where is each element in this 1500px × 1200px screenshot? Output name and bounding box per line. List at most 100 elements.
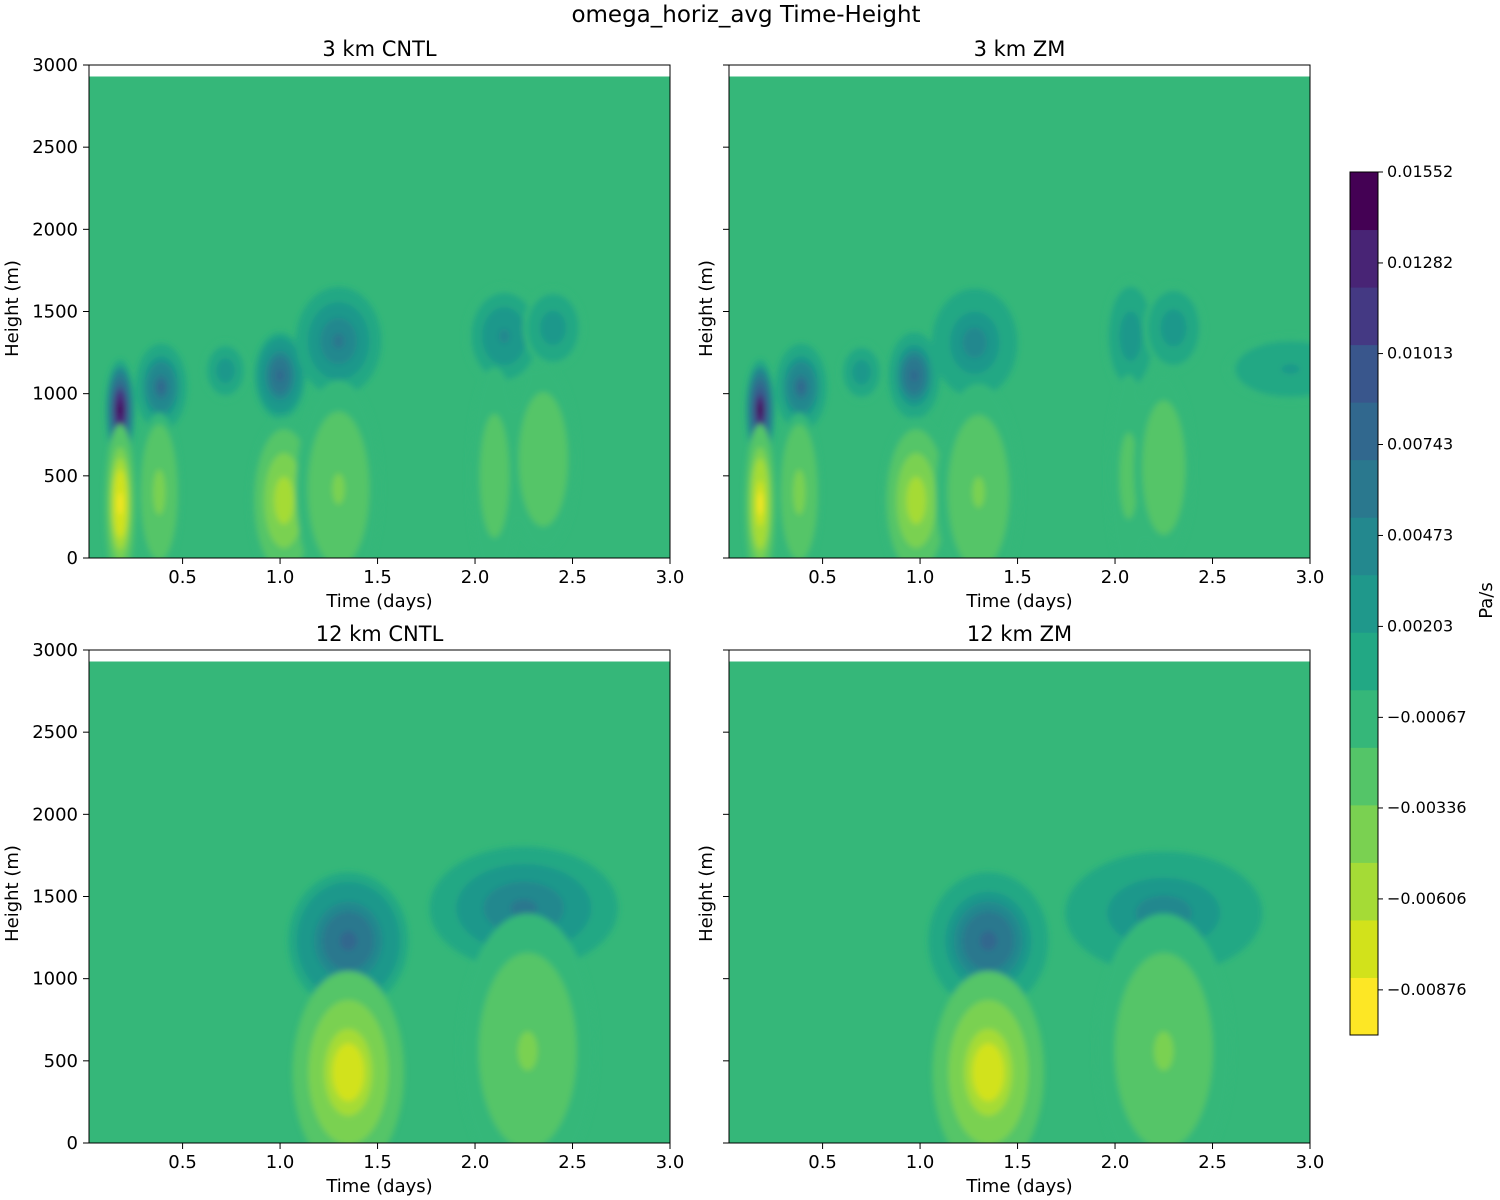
colorbar-segment — [1350, 517, 1378, 576]
field-feature-7 — [1104, 278, 1157, 394]
colorbar-segment — [1350, 287, 1378, 346]
x-tick-label: 0.5 — [168, 567, 197, 588]
x-tick-label: 3.0 — [1296, 567, 1325, 588]
field-feature-3 — [292, 971, 405, 1144]
field-feature-5 — [888, 332, 940, 419]
colorbar-tick-label: 0.00743 — [1387, 435, 1453, 454]
panel-1: 3 km CNTL 0.5 1.0 1.5 2.0 2.5 3.0 0 500 1000 1500 2… — [2, 37, 684, 612]
x-tick-label: 3.0 — [656, 567, 685, 588]
panel-title: 3 km CNTL — [322, 37, 437, 61]
x-tick-label: 2.0 — [1101, 1152, 1130, 1173]
field-features — [288, 846, 619, 1144]
field-feature-1 — [928, 872, 1049, 1010]
colorbar-tick-label: 0.01013 — [1387, 344, 1453, 363]
x-tick-label: 2.5 — [1198, 1152, 1227, 1173]
field-features — [105, 285, 584, 559]
x-tick-label: 1.0 — [906, 1152, 935, 1173]
y-tick-label: 500 — [44, 466, 78, 487]
field-feature-8 — [522, 288, 584, 368]
colorbar-segment — [1350, 747, 1378, 806]
colorbar-segment — [1350, 344, 1378, 403]
colorbar: 0.01552 0.01282 0.01013 0.00743 0.00473 0.002… — [1349, 162, 1497, 1036]
field-feature-1 — [288, 872, 409, 1010]
y-tick-label: 0 — [67, 1133, 78, 1154]
colorbar-tick-label: −0.00336 — [1387, 798, 1467, 817]
colorbar-segment — [1350, 459, 1378, 518]
y-axis-label: Height (m) — [696, 845, 717, 942]
y-tick-label: 2000 — [32, 219, 78, 240]
y-tick-label: 1500 — [32, 887, 78, 908]
colorbar-tick-label: 0.00203 — [1387, 616, 1453, 635]
y-tick-label: 3000 — [32, 640, 78, 661]
field-feature-4 — [1095, 913, 1233, 1144]
colorbar-segment — [1350, 862, 1378, 921]
field-feature-4 — [840, 343, 884, 402]
y-axis-label: Height (m) — [2, 845, 23, 942]
field-feature-1 — [105, 359, 136, 461]
y-tick-label: 1000 — [32, 384, 78, 405]
field-feature-8 — [1143, 284, 1204, 372]
x-tick-label: 1.5 — [363, 1152, 392, 1173]
y-axis-label: Height (m) — [2, 260, 23, 357]
field-features — [745, 278, 1310, 559]
x-tick-label: 2.5 — [1198, 567, 1227, 588]
colorbar-segment — [1350, 804, 1378, 863]
x-axis-label: Time (days) — [325, 591, 432, 612]
colorbar-tick-label: −0.00606 — [1387, 889, 1467, 908]
colorbar-segment — [1350, 229, 1378, 288]
colorbar-segment — [1350, 919, 1378, 978]
field-feature-2 — [745, 424, 776, 559]
y-tick-label: 3000 — [32, 55, 78, 76]
y-tick-label: 0 — [67, 548, 78, 569]
colorbar-segment — [1350, 574, 1378, 633]
x-tick-label: 2.5 — [558, 567, 587, 588]
y-tick-label: 2500 — [32, 137, 78, 158]
colorbar-frame — [1349, 171, 1379, 1036]
field-feature-6 — [295, 286, 382, 396]
panels: 3 km CNTL 0.5 1.0 1.5 2.0 2.5 3.0 0 500 1000 1500 2… — [2, 37, 1325, 1197]
panel-3: 12 km CNTL 0.5 1.0 1.5 2.0 2.5 3.0 0 500 1000 1500… — [2, 622, 684, 1197]
field-feature-13 — [508, 365, 578, 554]
colorbar-segment — [1350, 977, 1378, 1036]
field-feature-12 — [468, 367, 521, 559]
panel-title: 3 km ZM — [974, 37, 1066, 61]
panel-title: 12 km CNTL — [316, 622, 444, 646]
y-tick-label: 2000 — [32, 804, 78, 825]
colorbar-segment — [1350, 689, 1378, 748]
field-feature-4 — [459, 913, 597, 1144]
x-axis-label: Time (days) — [965, 591, 1072, 612]
field-feature-11 — [881, 417, 951, 559]
field-feature-2 — [105, 424, 136, 559]
y-axis-label: Height (m) — [696, 260, 717, 357]
x-tick-label: 2.0 — [461, 567, 490, 588]
figure-title: omega_horiz_avg Time-Height — [571, 2, 920, 28]
panel-4: 12 km ZM 0.5 1.0 1.5 2.0 2.5 3.0 Time (days) Hei… — [696, 622, 1324, 1197]
y-tick-label: 500 — [44, 1051, 78, 1072]
panel-title: 12 km ZM — [967, 622, 1072, 646]
field-feature-4 — [204, 341, 247, 400]
x-tick-label: 1.0 — [906, 567, 935, 588]
x-tick-label: 1.0 — [266, 1152, 295, 1173]
colorbar-segment — [1350, 632, 1378, 691]
field-feature-3 — [775, 343, 827, 431]
x-tick-label: 2.0 — [1101, 567, 1130, 588]
x-tick-label: 2.5 — [558, 1152, 587, 1173]
x-tick-label: 1.5 — [1003, 1152, 1032, 1173]
field-feature-1 — [745, 359, 776, 461]
y-tick-label: 2500 — [32, 722, 78, 743]
field-features — [928, 851, 1263, 1144]
field-feature-11 — [295, 380, 382, 559]
x-axis-label: Time (days) — [965, 1176, 1072, 1197]
x-tick-label: 2.0 — [461, 1152, 490, 1173]
panel-2: 3 km ZM 0.5 1.0 1.5 2.0 2.5 3.0 Time (days) Heig… — [696, 37, 1325, 612]
x-tick-label: 1.5 — [363, 567, 392, 588]
colorbar-tick-label: 0.01552 — [1387, 162, 1453, 181]
field-feature-9 — [1226, 336, 1310, 402]
y-tick-label: 1500 — [32, 302, 78, 323]
colorbar-segment — [1350, 172, 1378, 231]
field-feature-3 — [135, 343, 187, 431]
field-feature-9 — [137, 412, 181, 559]
x-axis-label: Time (days) — [325, 1176, 432, 1197]
y-tick-label: 1000 — [32, 969, 78, 990]
